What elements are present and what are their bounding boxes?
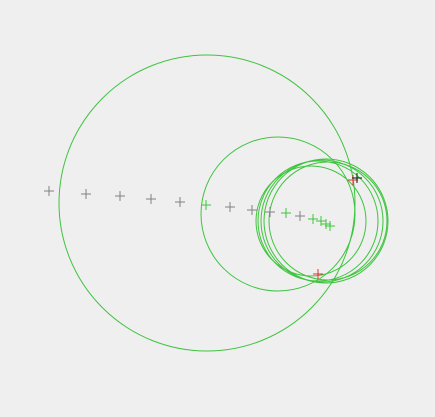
green-plus-marker	[281, 208, 291, 218]
gray-plus-marker	[44, 186, 54, 196]
gray-plus-marker	[295, 211, 305, 221]
gray-plus-marker	[146, 194, 156, 204]
gray-plus-marker	[175, 197, 185, 207]
red-plus-marker	[313, 269, 323, 279]
circle-7	[268, 161, 388, 281]
circle-3	[255, 165, 367, 277]
red-plus-marker	[348, 175, 358, 185]
markers-layer	[44, 173, 362, 279]
gray-plus-marker	[115, 191, 125, 201]
circle-2	[200, 136, 356, 292]
gray-plus-marker	[225, 202, 235, 212]
gray-plus-marker	[81, 189, 91, 199]
circle-5	[260, 159, 384, 283]
black-plus-marker	[352, 173, 362, 183]
gray-plus-marker	[247, 205, 257, 215]
circle-1	[58, 54, 356, 352]
circle-4	[257, 160, 379, 282]
green-plus-marker	[308, 214, 318, 224]
gray-plus-marker	[265, 207, 275, 217]
circles-layer	[58, 54, 389, 352]
circle-6	[263, 158, 389, 284]
green-plus-marker	[201, 200, 211, 210]
green-plus-marker	[325, 221, 335, 231]
green-plus-marker	[321, 219, 331, 229]
